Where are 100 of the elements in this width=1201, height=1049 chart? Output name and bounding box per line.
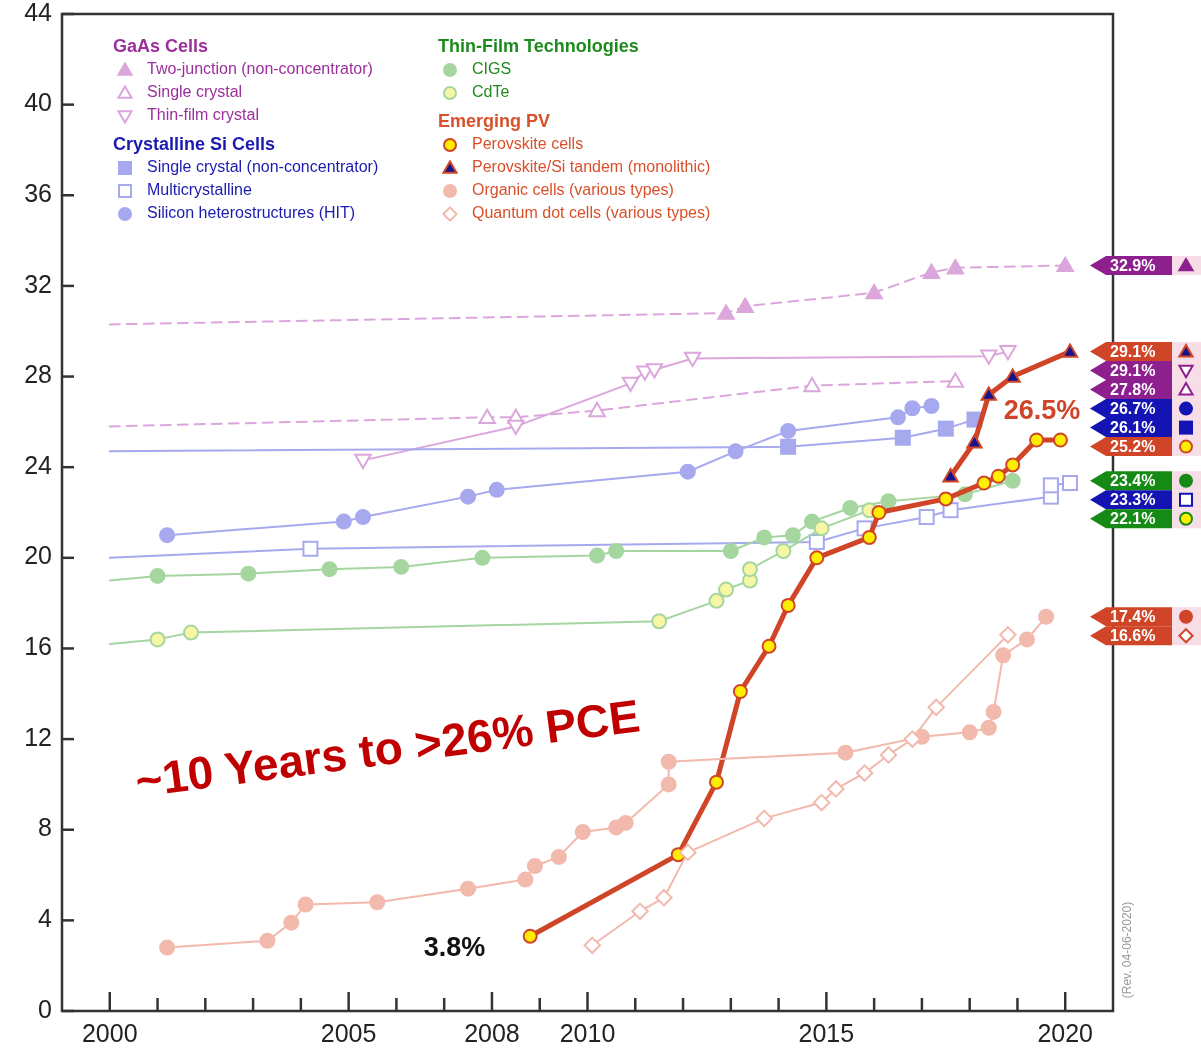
y-tick-label: 4 — [38, 903, 53, 932]
point — [522, 928, 538, 944]
point — [990, 468, 1006, 484]
point — [259, 932, 276, 949]
x-tick-label: 2000 — [81, 1018, 138, 1047]
point — [335, 513, 352, 530]
point — [718, 581, 735, 598]
x-tick-label: 2020 — [1037, 1018, 1094, 1047]
point — [655, 889, 673, 907]
point — [574, 823, 591, 840]
x-tick-label: 2005 — [320, 1018, 377, 1047]
point — [354, 453, 372, 470]
annotation: 17.4% — [1110, 607, 1156, 625]
y-tick-label: 32 — [24, 269, 52, 298]
point — [645, 363, 664, 379]
point — [182, 624, 199, 641]
point — [708, 774, 724, 790]
annotation: GaAs Cells — [113, 35, 209, 56]
point — [946, 259, 965, 275]
point — [809, 550, 825, 566]
point — [474, 549, 491, 566]
annotation: ~10 Years to >26% PCE — [132, 689, 643, 808]
point — [755, 809, 773, 828]
point — [918, 509, 935, 526]
legend-label: Silicon heterostructures (HIT) — [147, 204, 356, 222]
point — [488, 481, 505, 498]
legend-label: Perovskite/Si tandem (monolithic) — [472, 158, 711, 176]
point — [732, 684, 748, 700]
point — [842, 499, 859, 516]
legend-label: CdTe — [472, 83, 510, 101]
y-tick-label: 44 — [24, 0, 53, 26]
point — [837, 744, 854, 761]
point — [550, 848, 567, 865]
point — [302, 540, 319, 557]
point — [922, 263, 941, 279]
point — [588, 401, 606, 418]
x-tick-label: 2015 — [798, 1018, 855, 1047]
y-tick-label: 12 — [24, 722, 52, 751]
point — [1056, 256, 1074, 273]
annotation: 26.5% — [1003, 395, 1081, 426]
text: (Rev. 04-06-2020) — [1120, 901, 1135, 999]
legend-label: Quantum dot cells (various types) — [472, 204, 711, 222]
x-tick-label: 2010 — [559, 1018, 616, 1047]
point — [780, 422, 797, 439]
point — [946, 372, 965, 388]
point — [589, 547, 606, 564]
point — [631, 902, 649, 920]
point — [999, 626, 1017, 644]
legend-label: Perovskite cells — [472, 135, 584, 153]
point — [980, 386, 997, 401]
point — [1004, 472, 1021, 489]
point — [780, 597, 796, 613]
point — [741, 561, 758, 578]
point — [942, 468, 959, 483]
point — [923, 398, 940, 414]
point — [784, 527, 801, 544]
point — [460, 488, 477, 505]
legend-label: Multicrystalline — [147, 181, 253, 199]
point — [149, 631, 166, 648]
point — [1042, 477, 1059, 494]
point — [980, 719, 997, 736]
point — [780, 438, 797, 455]
point — [679, 843, 697, 862]
y-tick-label: 20 — [24, 541, 52, 570]
y-tick-label: 36 — [24, 178, 52, 207]
point — [354, 509, 371, 526]
point — [980, 349, 998, 365]
annotation: 27.8% — [1110, 380, 1156, 398]
point — [966, 434, 983, 449]
point — [1038, 608, 1055, 625]
point — [927, 698, 945, 717]
annotation: 16.6% — [1110, 626, 1156, 644]
point — [321, 561, 338, 578]
point — [393, 558, 410, 575]
point — [865, 284, 883, 300]
annotation: 23.3% — [1110, 491, 1156, 509]
annotation: 26.7% — [1110, 399, 1156, 417]
point — [1062, 475, 1078, 492]
point — [756, 529, 773, 546]
point — [478, 408, 496, 424]
annotation: 3.8% — [423, 932, 486, 963]
point — [507, 419, 525, 436]
legend-label: Single crystal (non-concentrator) — [147, 158, 379, 176]
point — [608, 543, 625, 560]
point — [937, 420, 954, 437]
annotation: Emerging PV — [438, 110, 551, 131]
point — [717, 304, 735, 320]
point — [938, 491, 954, 507]
point — [660, 776, 677, 793]
point — [894, 429, 911, 446]
point — [369, 894, 386, 911]
point — [159, 939, 176, 956]
point — [861, 529, 877, 545]
point — [660, 753, 677, 770]
point — [827, 780, 845, 798]
annotation: 25.2% — [1110, 437, 1156, 455]
y-tick-label: 16 — [24, 632, 52, 661]
point — [999, 345, 1017, 361]
annotation: 26.1% — [1110, 418, 1156, 436]
point — [803, 376, 821, 393]
